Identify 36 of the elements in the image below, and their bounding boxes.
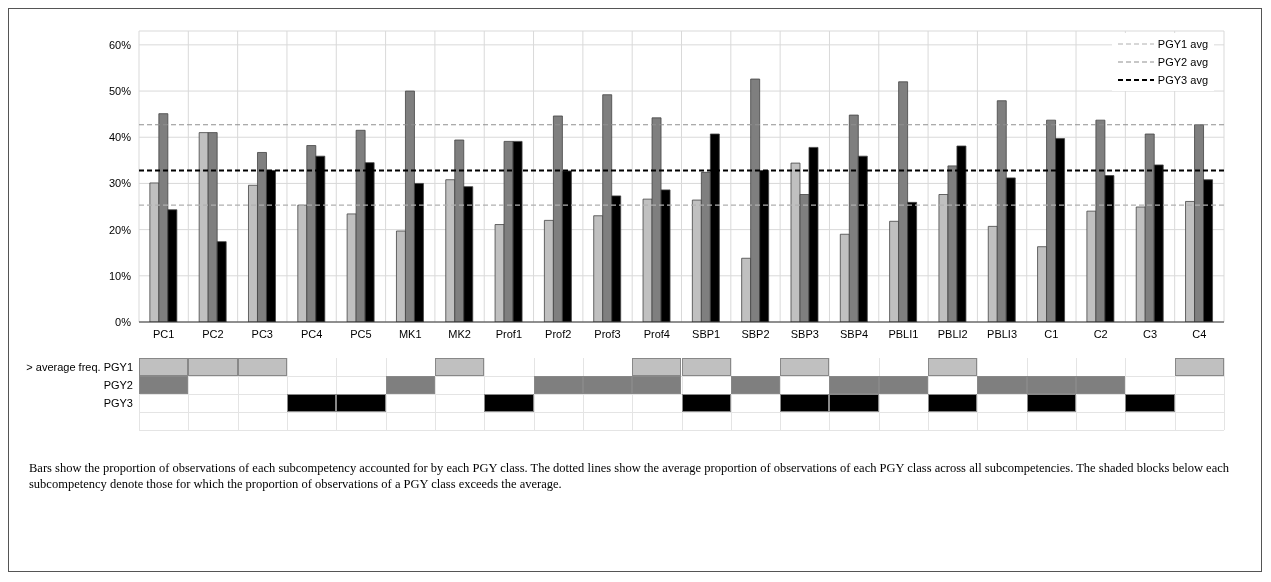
y-tick-label: 10% [108, 269, 132, 282]
x-tick-label: C2 [1093, 327, 1108, 340]
x-tick-label: PC2 [202, 327, 224, 340]
y-tick-label: 60% [108, 38, 132, 51]
text: Bars show the proportion of observations of each subcompetency accounted for by each PGY class. The dotted lines show the average proportion of observations of each PGY class across all subcompetencies. The shaded blocks below each subcompetency denote those for which the proportion of observations of a PGY class exceeds the average. [29, 460, 1229, 492]
x-tick-label: C4 [1192, 327, 1207, 340]
x-tick-label: MK1 [398, 327, 422, 340]
x-tick-label: PC4 [300, 327, 323, 340]
x-tick-label: Prof2 [545, 327, 572, 340]
y-tick-label: 50% [108, 84, 132, 97]
x-tick-label: C3 [1142, 327, 1158, 340]
y-tick-label: 20% [108, 223, 132, 236]
text: PGY2 [102, 378, 133, 393]
legend-label: PGY1 avg [1157, 38, 1208, 50]
x-tick-label: SBP1 [692, 327, 721, 340]
x-tick-label: PBLI3 [987, 327, 1018, 340]
x-tick-label: Prof1 [495, 327, 523, 340]
x-tick-label: MK2 [448, 327, 471, 340]
legend-label: PGY3 avg [1157, 74, 1208, 86]
x-tick-label: Prof3 [594, 327, 621, 340]
legend-label: PGY2 avg [1157, 56, 1208, 68]
x-tick-label: Prof4 [643, 327, 670, 340]
y-tick-label: 40% [108, 131, 132, 144]
x-tick-label: SBP3 [790, 327, 819, 340]
x-tick-label: PC1 [152, 327, 175, 340]
y-tick-label: 0% [115, 315, 132, 328]
x-tick-label: PBLI2 [937, 327, 968, 340]
x-tick-label: SBP4 [840, 327, 869, 340]
y-tick-label: 30% [108, 177, 132, 190]
x-tick-label: SBP2 [741, 327, 770, 340]
text: PGY3 [102, 396, 133, 411]
x-tick-label: PBLI1 [888, 327, 919, 340]
text: > average freq. PGY1 [25, 360, 133, 375]
x-tick-label: PC3 [251, 327, 273, 340]
x-tick-label: C1 [1044, 327, 1059, 340]
x-tick-label: PC5 [350, 327, 372, 340]
